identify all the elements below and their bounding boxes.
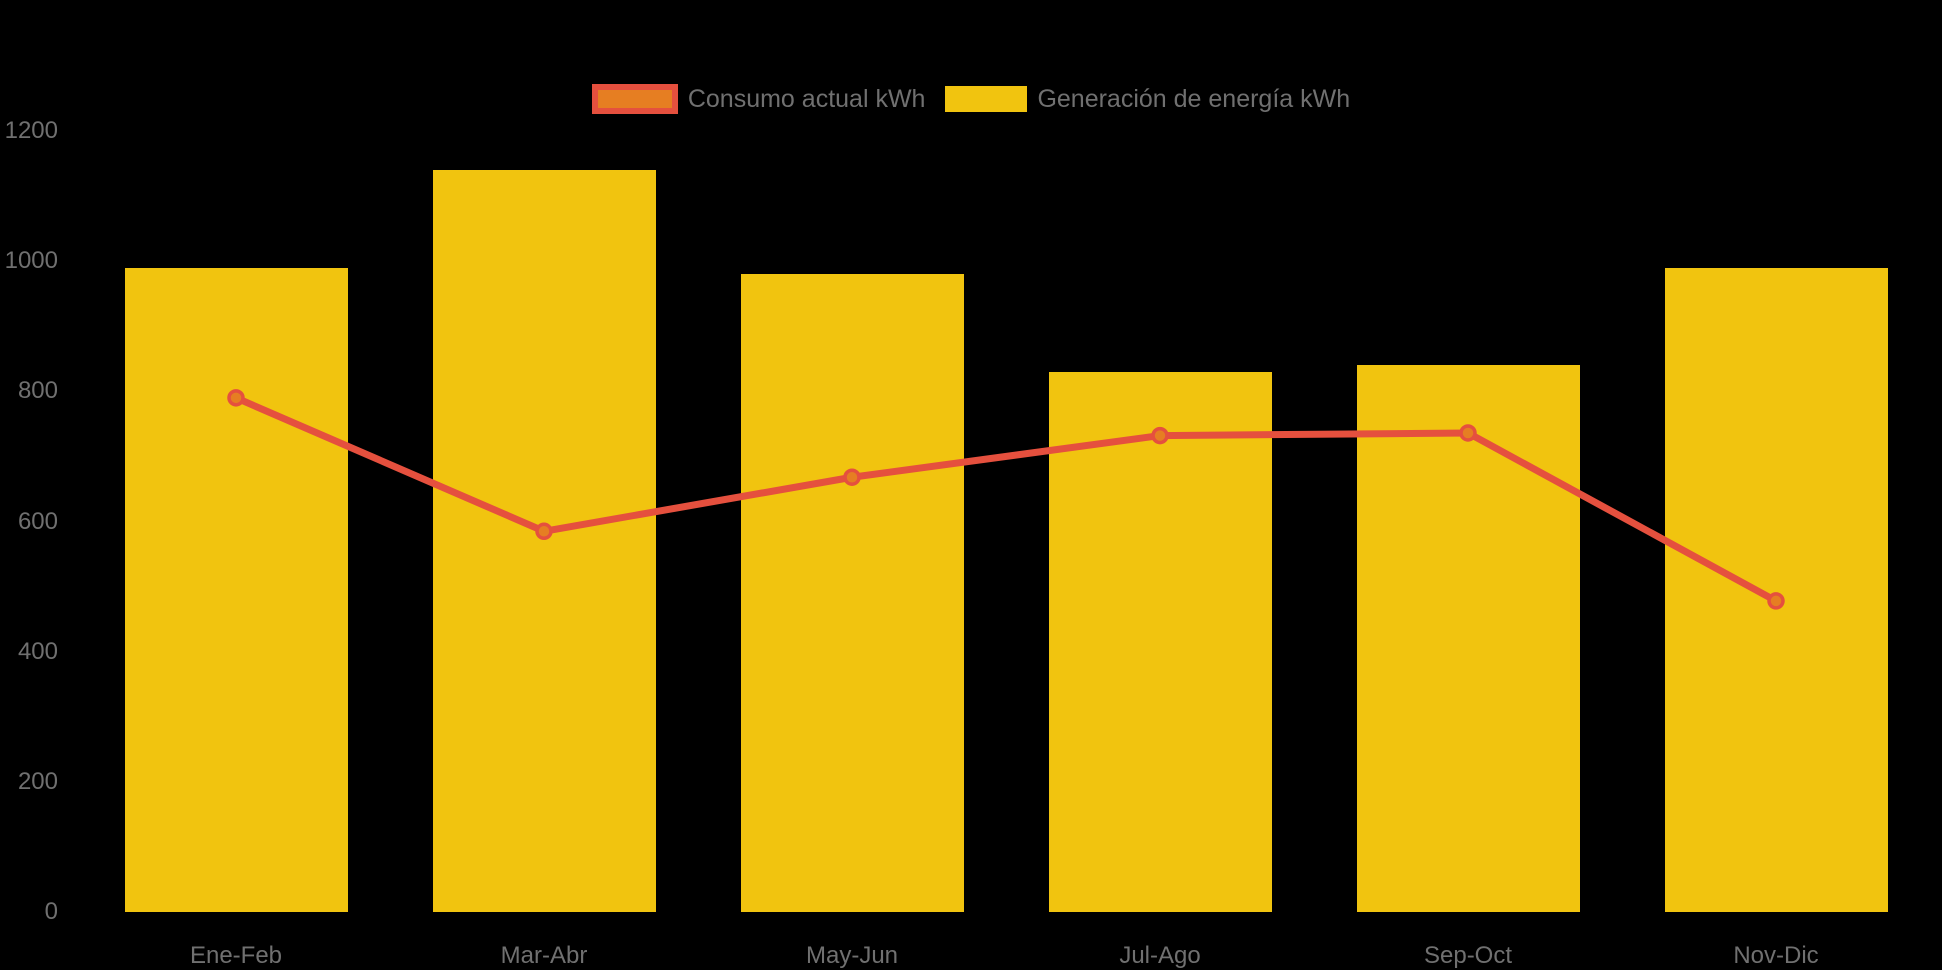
legend-item-generacion[interactable]: Generación de energía kWh bbox=[945, 85, 1350, 114]
y-tick-label: 400 bbox=[17, 637, 58, 665]
generation-bar[interactable] bbox=[1356, 365, 1580, 912]
consumption-point[interactable] bbox=[227, 389, 245, 407]
x-tick-label: Jul-Ago bbox=[1119, 942, 1201, 969]
x-tick-label: May-Jun bbox=[805, 942, 899, 969]
legend-item-consumo[interactable]: Consumo actual kWh bbox=[591, 84, 926, 114]
generation-bar[interactable] bbox=[432, 170, 656, 912]
legend-label-consumo: Consumo actual kWh bbox=[687, 84, 926, 113]
consumption-point[interactable] bbox=[1459, 424, 1477, 442]
y-tick-label: 200 bbox=[17, 767, 58, 795]
y-tick-label: 800 bbox=[17, 377, 58, 405]
generacion-swatch-icon bbox=[945, 86, 1028, 112]
generation-bar[interactable] bbox=[740, 274, 964, 912]
legend: Consumo actual kWh Generación de energía… bbox=[0, 84, 1942, 114]
x-tick-label: Sep-Oct bbox=[1423, 942, 1513, 969]
consumption-point[interactable] bbox=[843, 468, 861, 486]
y-tick-label: 1200 bbox=[4, 117, 58, 144]
consumo-swatch-icon bbox=[591, 84, 678, 114]
y-tick-label: 1000 bbox=[4, 247, 58, 275]
generation-bar[interactable] bbox=[1048, 371, 1272, 912]
legend-label-generacion: Generación de energía kWh bbox=[1037, 84, 1351, 113]
x-tick-label: Mar-Abr bbox=[500, 942, 588, 969]
generation-bar[interactable] bbox=[124, 267, 348, 912]
consumption-point[interactable] bbox=[1151, 426, 1169, 445]
y-tick-label: 0 bbox=[44, 898, 58, 925]
generation-bar[interactable] bbox=[1664, 267, 1888, 912]
x-tick-label: Nov-Dic bbox=[1733, 942, 1819, 969]
consumption-point[interactable] bbox=[1767, 592, 1785, 610]
consumption-point[interactable] bbox=[535, 522, 553, 541]
x-tick-label: Ene-Feb bbox=[189, 942, 283, 969]
y-tick-label: 600 bbox=[17, 507, 58, 535]
